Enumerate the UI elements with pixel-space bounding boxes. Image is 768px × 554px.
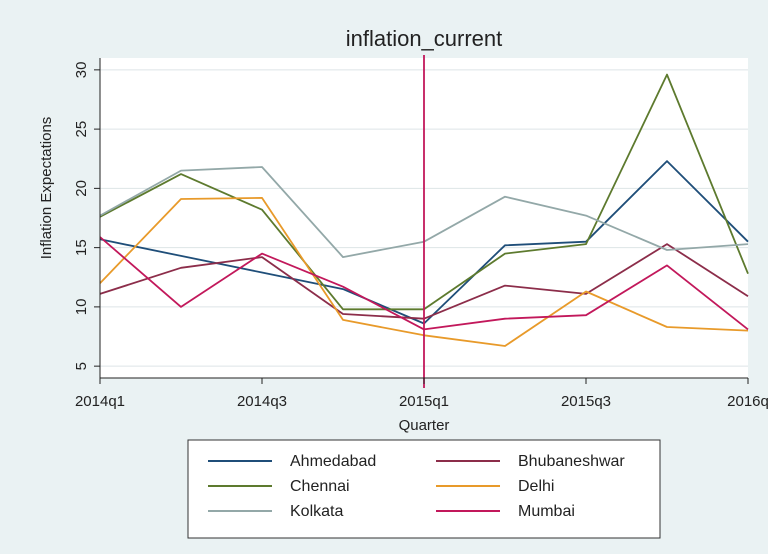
y-tick-label: 5 (73, 362, 90, 370)
x-tick-label: 2014q1 (75, 393, 125, 410)
legend-label-delhi: Delhi (518, 478, 554, 495)
legend: Ahmedabad Bhubaneshwar Chennai Delhi Kolkata… (187, 439, 661, 539)
legend-label-bhubaneshwar: Bhubaneshwar (518, 453, 625, 470)
x-tick-label: 2014q3 (237, 393, 287, 410)
tick-labels: 5 10 15 20 25 30 2014q1 2014q3 2015q1 2015q3 2016q (73, 62, 768, 410)
legend-label-mumbai: Mumbai (518, 503, 575, 520)
x-tick-label: 2015q3 (561, 393, 611, 410)
legend-label-ahmedabad: Ahmedabad (290, 453, 376, 470)
x-tick-label: 2015q1 (399, 393, 449, 410)
legend-label-chennai: Chennai (290, 478, 350, 495)
y-tick-label: 20 (73, 180, 90, 197)
y-tick-label: 25 (73, 121, 90, 138)
x-tick-label: 2016q (727, 393, 768, 410)
y-tick-label: 10 (73, 299, 90, 316)
y-tick-label: 15 (73, 239, 90, 256)
y-axis-title: Inflation Expectations (38, 117, 55, 260)
legend-box (187, 439, 661, 539)
x-axis-title: Quarter (399, 417, 450, 434)
y-tick-label: 30 (73, 62, 90, 79)
legend-label-kolkata: Kolkata (290, 503, 343, 520)
axes (94, 58, 749, 384)
chart-title: inflation_current (346, 26, 503, 51)
